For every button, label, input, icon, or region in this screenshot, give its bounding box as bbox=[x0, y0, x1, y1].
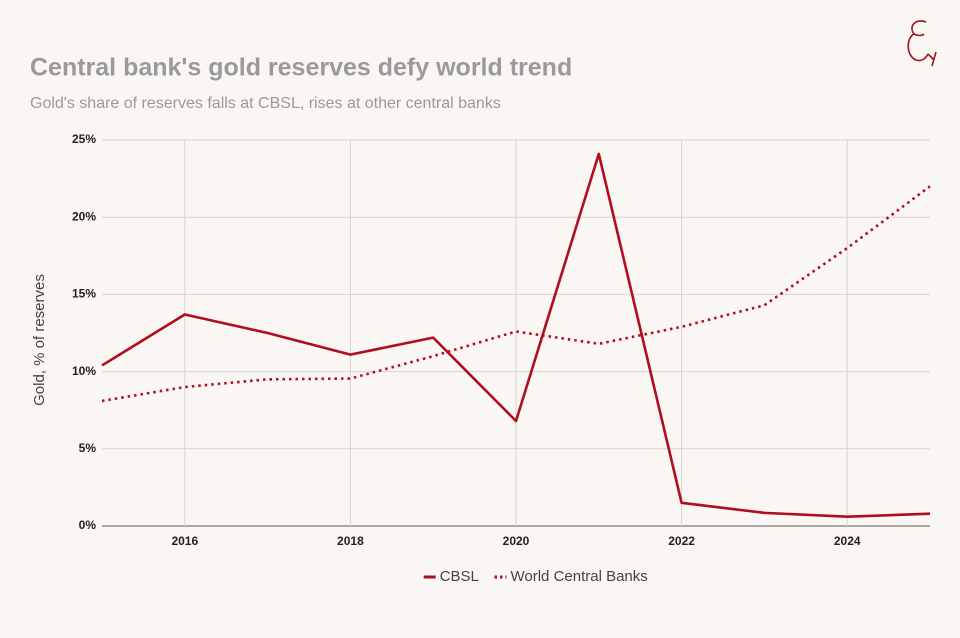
y-tick-label: 5% bbox=[79, 441, 97, 455]
y-tick-label: 10% bbox=[72, 364, 96, 378]
y-axis-label: Gold, % of reserves bbox=[31, 274, 48, 406]
x-tick-label: 2024 bbox=[834, 534, 861, 548]
y-tick-label: 0% bbox=[79, 518, 97, 532]
y-tick-label: 15% bbox=[72, 287, 96, 301]
line-series bbox=[101, 152, 931, 519]
chart-title: Central bank's gold reserves defy world … bbox=[30, 54, 572, 82]
x-tick-label: 2022 bbox=[668, 534, 695, 548]
line-series bbox=[101, 185, 931, 403]
logo bbox=[907, 20, 937, 67]
legend-label: World Central Banks bbox=[511, 568, 648, 585]
y-tick-label: 20% bbox=[72, 209, 96, 223]
chart-subtitle: Gold's share of reserves falls at CBSL, … bbox=[30, 95, 501, 112]
x-tick-label: 2018 bbox=[337, 534, 364, 548]
x-tick-label: 2016 bbox=[171, 534, 198, 548]
y-tick-label: 25% bbox=[72, 132, 96, 146]
x-tick-label: 2020 bbox=[503, 534, 530, 548]
legend-label: CBSL bbox=[440, 568, 479, 585]
